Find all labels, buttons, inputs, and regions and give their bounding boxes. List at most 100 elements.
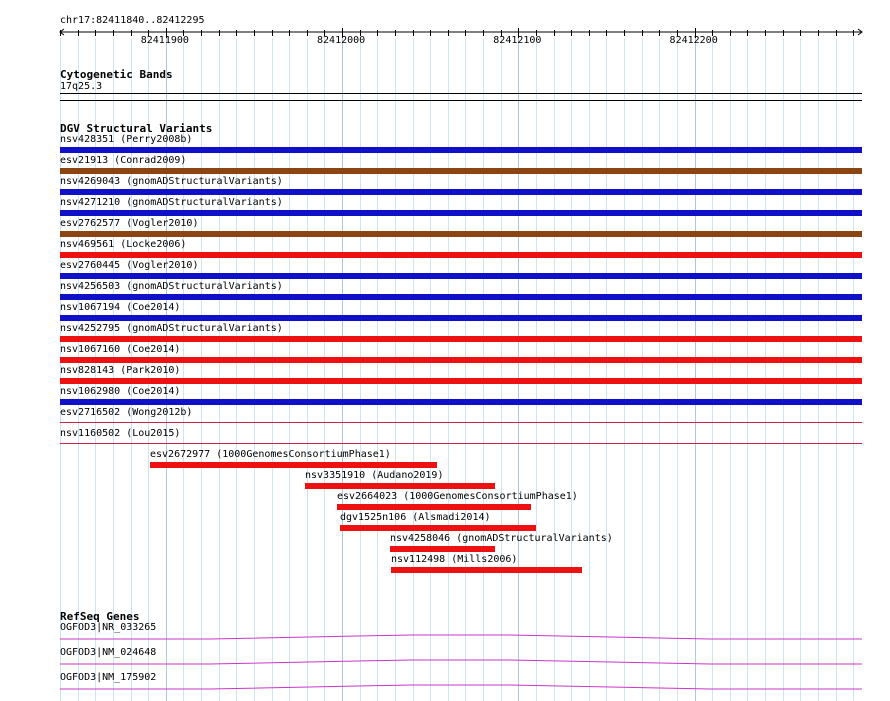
ruler-minor-tick <box>430 30 431 36</box>
ruler-minor-tick <box>465 30 466 36</box>
ruler-minor-tick <box>113 30 114 36</box>
cytoband-label[interactable]: 17q25.3 <box>60 81 103 92</box>
variant-label[interactable]: nsv112498 (Mills2006) <box>391 554 518 565</box>
grid-line <box>783 38 784 701</box>
refseq-track-title[interactable]: RefSeq Genes <box>60 610 140 623</box>
ruler-minor-tick <box>254 30 255 36</box>
ruler-minor-tick <box>606 30 607 36</box>
variant-label[interactable]: nsv469561 (Locke2006) <box>60 239 187 250</box>
gene-label[interactable]: OGFOD3|NM_175902 <box>60 672 157 683</box>
variant-feature-bar[interactable] <box>391 567 582 573</box>
variant-label[interactable]: nsv4258046 (gnomADStructuralVariants) <box>390 533 613 544</box>
ruler-major-tick <box>342 28 343 38</box>
variant-feature-bar[interactable] <box>60 336 862 342</box>
ruler-minor-tick <box>448 30 449 36</box>
ruler-minor-tick <box>236 30 237 36</box>
variant-label[interactable]: nsv4271210 (gnomADStructuralVariants) <box>60 197 283 208</box>
variant-label[interactable]: esv2760445 (Vogler2010) <box>60 260 199 271</box>
ruler-minor-tick <box>589 30 590 36</box>
variant-feature-bar[interactable] <box>340 525 536 531</box>
grid-line-major <box>695 38 696 701</box>
grid-line <box>677 38 678 701</box>
ruler-minor-tick <box>324 30 325 36</box>
variant-feature-bar[interactable] <box>60 273 862 279</box>
grid-line <box>554 38 555 701</box>
grid-line <box>624 38 625 701</box>
ruler-minor-tick <box>289 30 290 36</box>
variant-feature-bar[interactable] <box>60 231 862 237</box>
ruler-major-tick <box>166 28 167 38</box>
variant-label[interactable]: nsv4256503 (gnomADStructuralVariants) <box>60 281 283 292</box>
ruler-minor-tick <box>783 30 784 36</box>
variant-feature-bar[interactable] <box>60 168 862 174</box>
grid-line <box>307 38 308 701</box>
variant-feature-bar[interactable] <box>60 443 862 444</box>
cytoband-ideogram-line-top <box>60 93 862 94</box>
gene-intron-line[interactable] <box>60 633 864 641</box>
ruler-minor-tick <box>747 30 748 36</box>
ruler-position-label: 82412200 <box>669 35 718 46</box>
ruler-position-label: 82411900 <box>140 35 189 46</box>
grid-line <box>430 38 431 701</box>
grid-line <box>377 38 378 701</box>
variant-label[interactable]: nsv4269043 (gnomADStructuralVariants) <box>60 176 283 187</box>
grid-line <box>589 38 590 701</box>
variant-label[interactable]: nsv3351910 (Audano2019) <box>305 470 444 481</box>
cytoband-ideogram-line-bottom <box>60 100 862 101</box>
variant-feature-bar[interactable] <box>337 504 531 510</box>
grid-line-major <box>166 38 167 701</box>
ruler-minor-tick <box>765 30 766 36</box>
ruler-minor-tick <box>836 30 837 36</box>
variant-label[interactable]: nsv828143 (Park2010) <box>60 365 181 376</box>
variant-feature-bar[interactable] <box>60 252 862 258</box>
grid-line <box>183 38 184 701</box>
variant-label[interactable]: esv2672977 (1000GenomesConsortiumPhase1) <box>150 449 391 460</box>
variant-label[interactable]: nsv1067160 (Coe2014) <box>60 344 181 355</box>
variant-feature-bar[interactable] <box>60 210 862 216</box>
grid-line <box>113 38 114 701</box>
grid-line <box>501 38 502 701</box>
variant-label[interactable]: esv2762577 (Vogler2010) <box>60 218 199 229</box>
cytoband-track-title[interactable]: Cytogenetic Bands <box>60 68 173 81</box>
variant-feature-bar[interactable] <box>150 462 437 468</box>
grid-line <box>853 38 854 701</box>
variant-label[interactable]: nsv1062980 (Coe2014) <box>60 386 181 397</box>
variant-feature-bar[interactable] <box>60 357 862 363</box>
variant-label[interactable]: nsv4252795 (gnomADStructuralVariants) <box>60 323 283 334</box>
grid-line <box>201 38 202 701</box>
grid-line <box>78 38 79 701</box>
variant-feature-bar[interactable] <box>60 189 862 195</box>
grid-line <box>712 38 713 701</box>
grid-line <box>272 38 273 701</box>
gene-intron-line[interactable] <box>60 658 864 666</box>
ruler-minor-tick <box>272 30 273 36</box>
variant-feature-bar[interactable] <box>60 399 862 405</box>
variant-label[interactable]: esv2716502 (Wong2012b) <box>60 407 193 418</box>
grid-line <box>236 38 237 701</box>
ruler-minor-tick <box>501 30 502 36</box>
grid-line <box>536 38 537 701</box>
grid-line <box>800 38 801 701</box>
gene-label[interactable]: OGFOD3|NR_033265 <box>60 622 157 633</box>
grid-line-major <box>342 38 343 701</box>
variant-feature-bar[interactable] <box>305 483 495 489</box>
variant-label[interactable]: dgv1525n106 (Alsmadi2014) <box>340 512 491 523</box>
variant-feature-bar[interactable] <box>390 546 495 552</box>
variant-feature-bar[interactable] <box>60 147 862 153</box>
grid-line <box>765 38 766 701</box>
gene-label[interactable]: OGFOD3|NM_024648 <box>60 647 157 658</box>
variant-label[interactable]: nsv1067194 (Coe2014) <box>60 302 181 313</box>
variant-feature-bar[interactable] <box>60 315 862 321</box>
variant-feature-bar[interactable] <box>60 294 862 300</box>
variant-feature-bar[interactable] <box>60 422 862 423</box>
variant-label[interactable]: nsv1160502 (Lou2015) <box>60 428 181 439</box>
gene-intron-line[interactable] <box>60 683 864 691</box>
variant-label[interactable]: esv2664023 (1000GenomesConsortiumPhase1) <box>337 491 578 502</box>
variant-label[interactable]: nsv428351 (Perry2008b) <box>60 134 193 145</box>
variant-label[interactable]: esv21913 (Conrad2009) <box>60 155 187 166</box>
dgv-track-title[interactable]: DGV Structural Variants <box>60 122 213 135</box>
variant-feature-bar[interactable] <box>60 378 862 384</box>
grid-line <box>219 38 220 701</box>
grid-line-major <box>518 38 519 701</box>
